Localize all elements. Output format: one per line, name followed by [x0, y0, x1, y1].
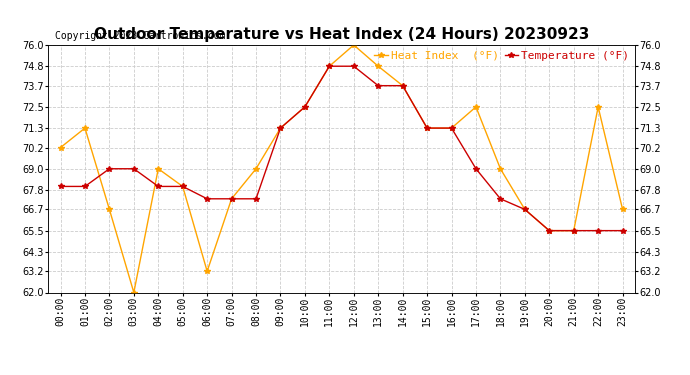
Legend: Heat Index  (°F), Temperature (°F): Heat Index (°F), Temperature (°F) — [375, 51, 629, 60]
Text: Copyright 2023 Cartronics.com: Copyright 2023 Cartronics.com — [55, 32, 226, 41]
Title: Outdoor Temperature vs Heat Index (24 Hours) 20230923: Outdoor Temperature vs Heat Index (24 Ho… — [94, 27, 589, 42]
